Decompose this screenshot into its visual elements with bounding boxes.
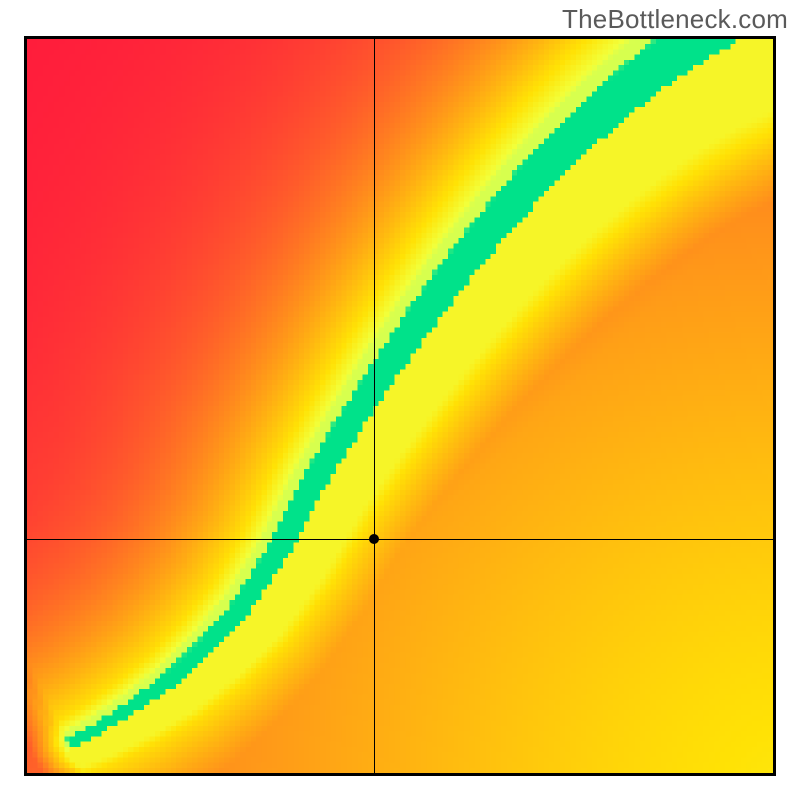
plot-border (24, 36, 776, 776)
marker-point (369, 534, 379, 544)
crosshair-vertical (374, 36, 375, 776)
chart-container: TheBottleneck.com (0, 0, 800, 800)
crosshair-horizontal (24, 539, 776, 540)
watermark-text: TheBottleneck.com (562, 4, 788, 35)
